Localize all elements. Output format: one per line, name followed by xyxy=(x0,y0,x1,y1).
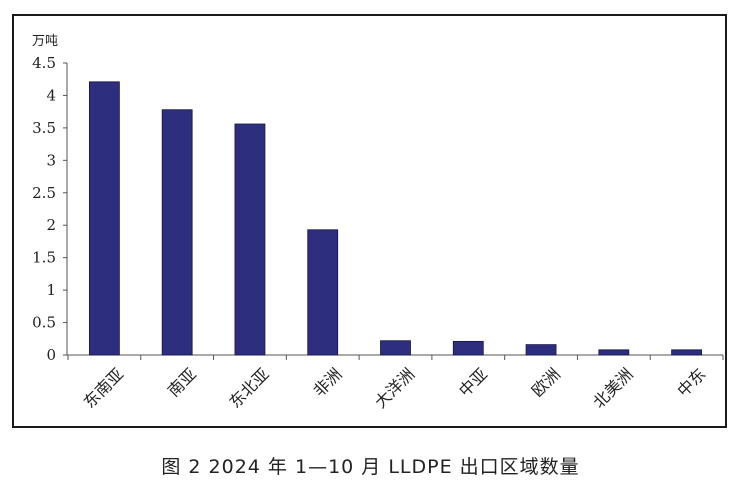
x-tick-label: 中东 xyxy=(673,364,709,400)
bar xyxy=(598,349,630,356)
bar xyxy=(452,340,484,356)
bar xyxy=(671,349,703,356)
y-tick-label: 2 xyxy=(46,216,56,234)
bar xyxy=(380,340,411,356)
x-tick-label: 东南亚 xyxy=(80,364,127,411)
y-tick-label: 1 xyxy=(46,281,56,299)
x-tick-label: 东北亚 xyxy=(225,364,272,411)
y-axis-unit-label: 万吨 xyxy=(32,34,58,49)
y-tick-label: 1.5 xyxy=(32,249,56,267)
x-tick-label: 中亚 xyxy=(455,364,491,400)
bars xyxy=(88,81,703,356)
chart: 万吨 0 0.5 1 1.5 2 2.5 3 3.5 4 4.5 东南亚 南亚 东北亚 非洲 大洋洲 中亚 欧… xyxy=(32,34,724,412)
figure-caption: 图 2 2024 年 1—10 月 LLDPE 出口区域数量 xyxy=(161,456,580,478)
y-tick-label: 0.5 xyxy=(32,314,56,332)
bar xyxy=(525,344,557,356)
x-tick-label: 大洋洲 xyxy=(371,364,418,411)
y-tick-label: 3.5 xyxy=(32,119,56,137)
x-tick-label: 南亚 xyxy=(164,364,200,400)
bar xyxy=(234,123,266,356)
bar xyxy=(307,229,339,356)
y-tick-label: 0 xyxy=(46,346,56,364)
y-tick-label: 2.5 xyxy=(32,184,56,202)
y-tick-label: 3 xyxy=(46,151,56,169)
x-tick-labels: 东南亚 南亚 东北亚 非洲 大洋洲 中亚 欧洲 北美洲 中东 xyxy=(80,364,710,411)
y-tick-label: 4 xyxy=(46,86,56,104)
x-tick-label: 非洲 xyxy=(309,364,345,400)
x-tick-label: 欧洲 xyxy=(528,364,564,400)
y-tick-label: 4.5 xyxy=(32,54,56,72)
chart-frame xyxy=(12,14,727,428)
bar xyxy=(161,109,193,356)
x-tick-label: 北美洲 xyxy=(589,364,636,411)
y-tick-labels: 0 0.5 1 1.5 2 2.5 3 3.5 4 4.5 xyxy=(32,54,56,364)
bar xyxy=(88,81,120,356)
